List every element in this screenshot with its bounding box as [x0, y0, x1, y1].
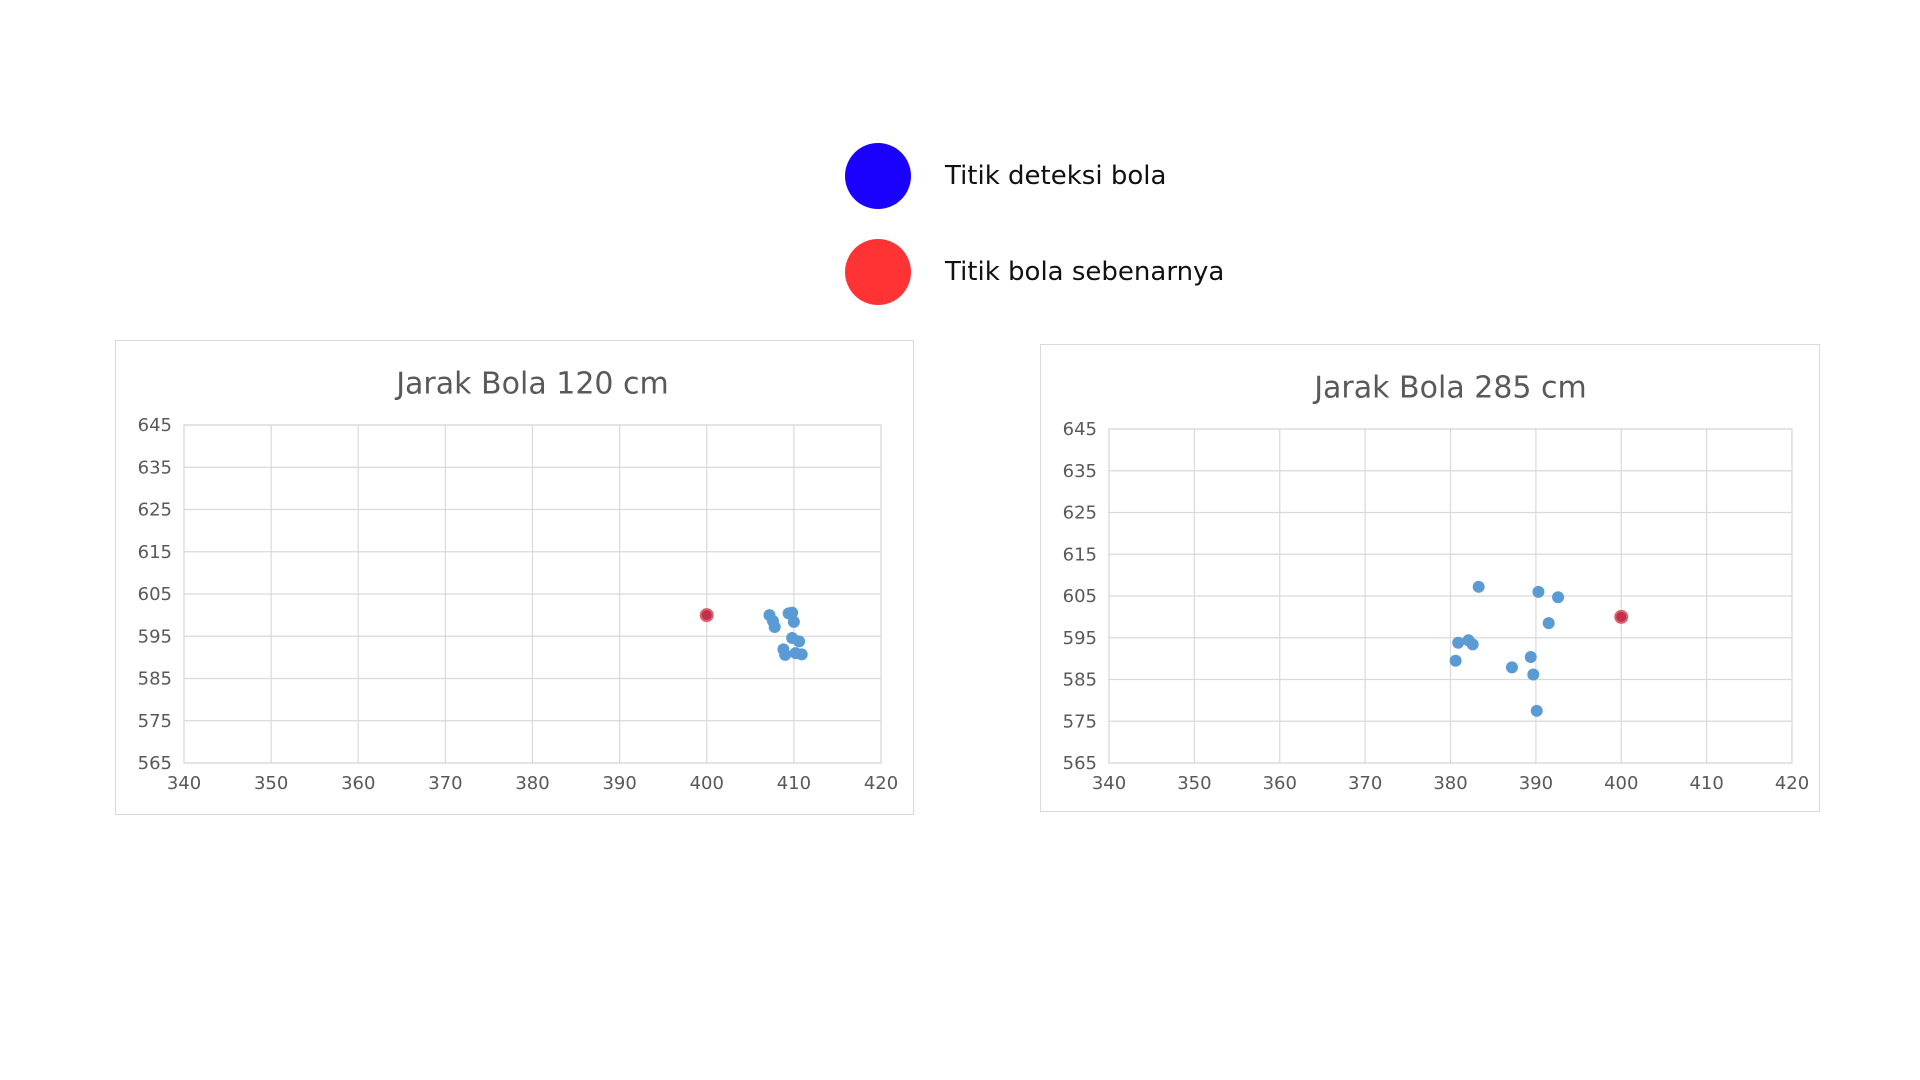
plot-area-border — [1108, 428, 1793, 764]
detected-ball-point — [1530, 704, 1543, 717]
detected-ball-point — [1449, 654, 1462, 667]
chart-285cm: Jarak Bola 285 cm 340 350 360 370 380 390 400 41… — [1040, 344, 1820, 812]
y-tick-label: 575 — [138, 711, 172, 732]
legend-label-actual: Titik bola sebenarnya — [945, 257, 1225, 287]
chart-120cm-svg: Jarak Bola 120 cm 340 350 360 370 380 390 400 41… — [138, 367, 899, 795]
y-tick-label: 625 — [1063, 503, 1097, 524]
x-tick-label: 380 — [1433, 773, 1467, 794]
y-tick-label: 565 — [1063, 753, 1097, 774]
y-tick-label: 615 — [1063, 544, 1097, 565]
y-tick-label: 615 — [138, 542, 172, 563]
y-tick-label: 595 — [138, 626, 172, 647]
x-tick-label: 370 — [428, 773, 462, 794]
x-tick-label: 380 — [515, 773, 549, 794]
x-tick-label: 340 — [1092, 773, 1126, 794]
detected-ball-point — [1524, 650, 1537, 663]
chart-title: Jarak Bola 285 cm — [1312, 371, 1587, 406]
detected-ball-point — [1552, 591, 1565, 604]
y-tick-label: 635 — [138, 457, 172, 478]
y-tick-label: 645 — [138, 415, 172, 436]
legend-label-detected: Titik deteksi bola — [945, 161, 1167, 191]
y-tick-label: 605 — [138, 584, 172, 605]
actual-ball-point — [1614, 609, 1629, 624]
chart-title: Jarak Bola 120 cm — [394, 367, 669, 402]
x-tick-label: 420 — [1775, 773, 1809, 794]
y-tick-label: 625 — [138, 500, 172, 521]
chart-285cm-svg: Jarak Bola 285 cm 340 350 360 370 380 390 400 41… — [1063, 371, 1810, 795]
detected-ball-point — [795, 648, 808, 661]
x-tick-label: 360 — [1263, 773, 1297, 794]
detected-ball-point — [1532, 585, 1545, 598]
legend-item-actual: Titik bola sebenarnya — [845, 239, 1224, 305]
detected-ball-point — [787, 615, 800, 628]
y-tick-label: 585 — [138, 669, 172, 690]
plot-area-border — [183, 424, 882, 764]
detected-ball-point — [793, 635, 806, 648]
detected-ball-point — [1452, 636, 1465, 649]
y-tick-label: 595 — [1063, 628, 1097, 649]
x-tick-label: 410 — [777, 773, 811, 794]
x-tick-label: 390 — [602, 773, 636, 794]
x-tick-label: 400 — [690, 773, 724, 794]
x-tick-label: 350 — [254, 773, 288, 794]
detected-ball-point — [786, 606, 799, 619]
y-tick-label: 645 — [1063, 419, 1097, 440]
y-tick-label: 635 — [1063, 461, 1097, 482]
x-tick-label: 370 — [1348, 773, 1382, 794]
x-tick-label: 420 — [864, 773, 898, 794]
x-tick-label: 360 — [341, 773, 375, 794]
x-tick-label: 400 — [1604, 773, 1638, 794]
legend-item-detected: Titik deteksi bola — [845, 143, 1166, 209]
detected-ball-point — [768, 620, 781, 633]
x-tick-label: 340 — [167, 773, 201, 794]
detected-ball-point — [1542, 617, 1555, 630]
legend-dot-red — [845, 239, 911, 305]
detected-ball-point — [1505, 661, 1518, 674]
x-tick-label: 410 — [1689, 773, 1723, 794]
chart-120cm: Jarak Bola 120 cm 340 350 360 370 380 390 400 41… — [115, 340, 914, 815]
y-tick-label: 605 — [1063, 586, 1097, 607]
y-tick-label: 585 — [1063, 670, 1097, 691]
x-tick-label: 350 — [1177, 773, 1211, 794]
detected-ball-point — [1466, 638, 1479, 651]
detected-ball-point — [1527, 668, 1540, 681]
x-tick-label: 390 — [1519, 773, 1553, 794]
legend-dot-blue — [845, 143, 911, 209]
detected-ball-point — [779, 648, 792, 661]
y-tick-label: 575 — [1063, 711, 1097, 732]
y-tick-label: 565 — [138, 753, 172, 774]
actual-ball-point — [699, 608, 714, 623]
detected-ball-point — [1472, 580, 1485, 593]
